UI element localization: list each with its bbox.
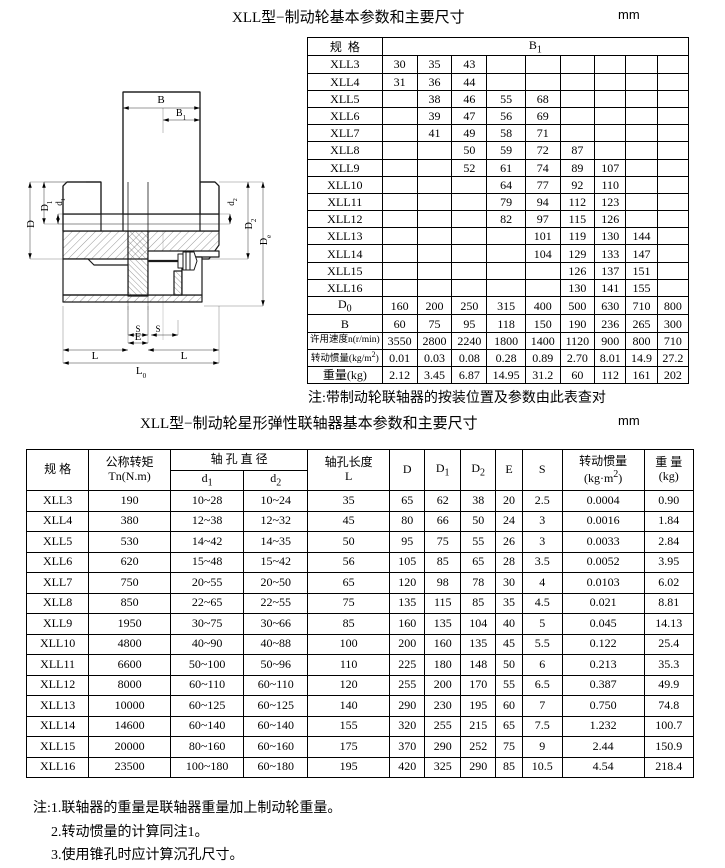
svg-text:L: L <box>181 350 188 362</box>
svg-text:B: B <box>157 94 164 106</box>
svg-text:L0: L0 <box>136 365 147 380</box>
svg-text:D: D <box>25 220 37 228</box>
svg-text:E: E <box>135 331 142 343</box>
svg-text:d2: d2 <box>226 198 239 206</box>
svg-text:D2: D2 <box>244 218 258 229</box>
svg-text:De: De <box>259 235 273 245</box>
svg-text:L: L <box>92 350 99 362</box>
svg-text:S: S <box>155 324 160 334</box>
svg-text:D1: D1 <box>40 200 54 211</box>
